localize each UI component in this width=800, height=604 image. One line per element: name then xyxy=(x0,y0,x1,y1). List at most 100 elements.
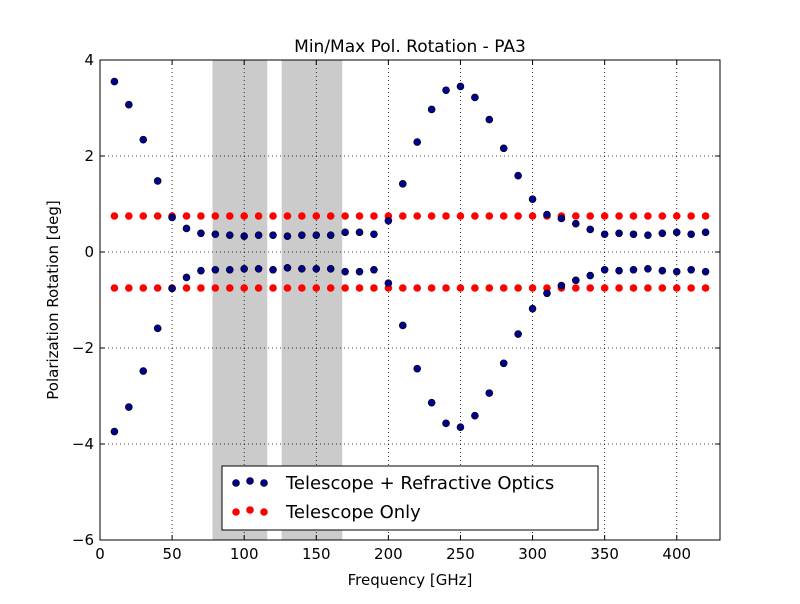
axis-ticks: 0 50 100 150 200 250 300 350 400 −6 −4 −2 0 2 4 xyxy=(72,51,720,563)
point-telescope-only-min xyxy=(644,284,652,292)
point-telescope-refractive-max xyxy=(572,219,580,228)
x-tick-label: 0 xyxy=(95,545,105,563)
point-telescope-refractive-max xyxy=(254,231,263,239)
point-telescope-only-max xyxy=(125,212,133,220)
y-tick-label: 2 xyxy=(84,147,94,165)
point-telescope-only-max xyxy=(398,212,407,220)
point-telescope-only-min xyxy=(398,284,407,292)
point-telescope-refractive-max xyxy=(644,231,652,239)
point-telescope-only-max xyxy=(355,212,364,220)
point-telescope-refractive-max xyxy=(269,231,277,239)
point-telescope-only-min xyxy=(672,284,681,292)
x-tick-label: 50 xyxy=(163,545,182,563)
point-telescope-refractive-max xyxy=(543,210,551,219)
x-tick-label: 150 xyxy=(302,545,331,563)
point-telescope-only-max xyxy=(312,212,321,220)
point-telescope-refractive-min xyxy=(471,411,479,420)
point-telescope-only-max xyxy=(225,212,234,220)
point-telescope-refractive-min xyxy=(326,264,335,273)
point-telescope-refractive-min xyxy=(456,423,465,432)
point-telescope-refractive-max xyxy=(600,230,609,239)
y-tick-label: 0 xyxy=(84,243,94,261)
legend-box xyxy=(221,465,599,531)
point-telescope-refractive-min xyxy=(514,330,522,338)
point-telescope-refractive-max xyxy=(557,214,566,223)
point-telescope-only-min xyxy=(326,284,335,292)
point-telescope-refractive-max xyxy=(197,229,205,238)
point-telescope-only-max xyxy=(110,212,119,220)
point-telescope-refractive-min xyxy=(312,264,321,273)
point-telescope-only-max xyxy=(514,212,522,220)
point-telescope-only-min xyxy=(629,284,638,292)
point-telescope-refractive-max xyxy=(413,138,422,146)
point-telescope-only-max xyxy=(283,212,292,220)
point-telescope-refractive-min xyxy=(572,276,580,285)
shaded-bands xyxy=(212,60,343,540)
point-telescope-refractive-min xyxy=(398,321,407,330)
shaded-band-2 xyxy=(281,60,343,540)
point-telescope-refractive-min xyxy=(370,265,378,274)
point-telescope-only-max xyxy=(687,212,695,220)
x-tick-label: 400 xyxy=(662,545,691,563)
point-telescope-only-max xyxy=(615,212,623,220)
shaded-band-1 xyxy=(212,60,268,540)
chart-title: Min/Max Pol. Rotation - PA3 xyxy=(294,37,526,57)
point-telescope-only-min xyxy=(499,284,508,292)
legend-marker-telescope-refractive xyxy=(232,477,268,487)
point-telescope-refractive-max xyxy=(110,77,119,86)
point-telescope-refractive-max xyxy=(168,213,176,222)
point-telescope-refractive-min xyxy=(168,284,176,293)
point-telescope-refractive-max xyxy=(442,86,450,95)
point-telescope-refractive-max xyxy=(341,228,349,237)
point-telescope-only-min xyxy=(514,284,522,292)
point-telescope-refractive-min xyxy=(139,367,148,375)
legend-marker-dot xyxy=(246,477,254,485)
point-telescope-refractive-max xyxy=(139,135,148,144)
point-telescope-refractive-max xyxy=(211,230,220,239)
point-telescope-refractive-min xyxy=(485,389,494,397)
point-telescope-refractive-min xyxy=(254,264,263,273)
point-telescope-only-min xyxy=(240,284,248,292)
plot-frame xyxy=(99,59,721,541)
point-telescope-only-max xyxy=(471,212,479,220)
point-telescope-refractive-max xyxy=(427,105,436,114)
point-telescope-only-max xyxy=(528,212,537,220)
point-telescope-refractive-max xyxy=(283,232,292,240)
point-telescope-refractive-max xyxy=(615,229,623,238)
point-telescope-only-max xyxy=(629,212,638,220)
point-telescope-only-max xyxy=(572,212,580,220)
point-telescope-refractive-min xyxy=(384,279,393,288)
point-telescope-only-min xyxy=(586,284,595,292)
point-telescope-refractive-max xyxy=(514,171,522,180)
point-telescope-only-min xyxy=(413,284,422,292)
point-telescope-only-min xyxy=(139,284,148,292)
point-telescope-refractive-min xyxy=(644,264,652,273)
point-telescope-only-max xyxy=(341,212,349,220)
point-telescope-refractive-max xyxy=(125,100,133,109)
point-telescope-refractive-max xyxy=(153,177,162,185)
point-telescope-refractive-min xyxy=(543,289,551,298)
point-telescope-refractive-min xyxy=(225,265,234,274)
x-tick-label: 300 xyxy=(518,545,547,563)
x-axis-label: Frequency [GHz] xyxy=(348,571,473,589)
point-telescope-refractive-min xyxy=(125,403,133,411)
point-telescope-refractive-max xyxy=(687,230,695,239)
point-telescope-refractive-min xyxy=(442,419,450,428)
point-telescope-only-max xyxy=(427,212,436,220)
y-tick-label: 4 xyxy=(84,51,94,69)
point-telescope-refractive-min xyxy=(341,267,349,276)
point-telescope-only-max xyxy=(182,212,191,220)
point-telescope-refractive-min xyxy=(600,265,609,274)
point-telescope-only-min xyxy=(269,284,277,292)
point-telescope-refractive-max xyxy=(471,93,479,102)
point-telescope-only-min xyxy=(427,284,436,292)
point-telescope-only-max xyxy=(456,212,465,220)
point-telescope-only-min xyxy=(471,284,479,292)
point-telescope-only-max xyxy=(672,212,681,220)
point-telescope-refractive-min xyxy=(240,264,248,273)
point-telescope-only-min xyxy=(687,284,695,292)
point-telescope-only-max xyxy=(139,212,148,220)
point-telescope-only-min xyxy=(341,284,349,292)
point-telescope-only-max xyxy=(600,212,609,220)
point-telescope-only-max xyxy=(586,212,595,220)
